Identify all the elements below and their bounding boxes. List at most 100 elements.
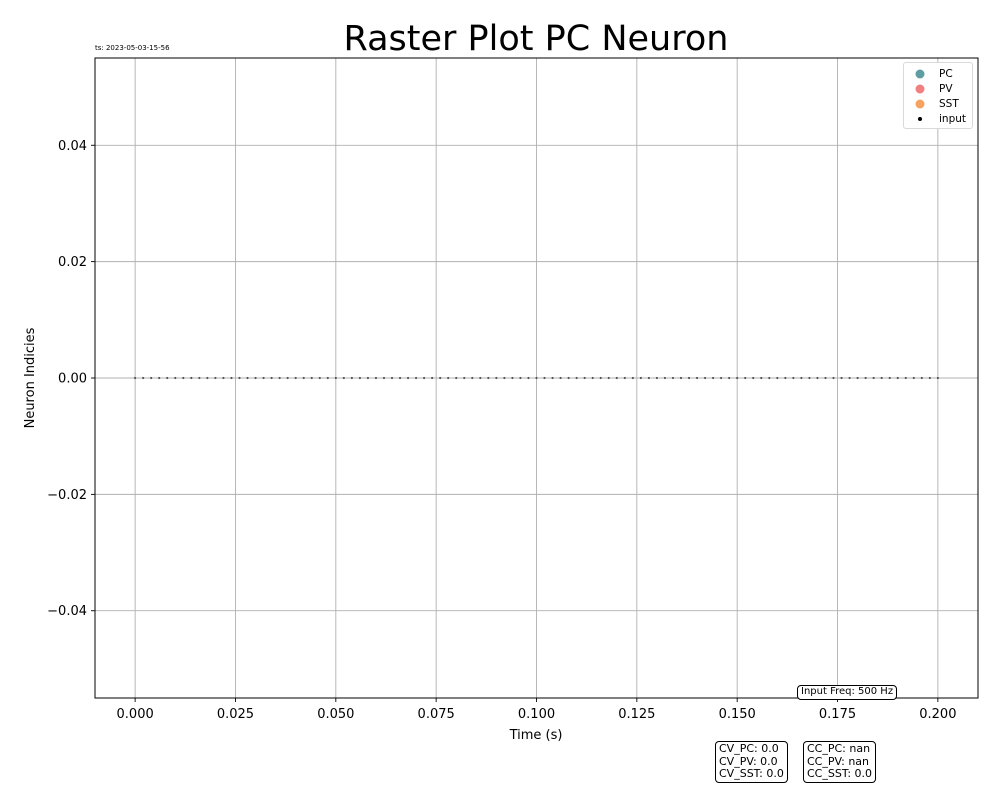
input-spike-point [824,376,827,380]
input-spike-point [527,376,530,380]
cc-stats-box: CC_PC: nan CC_PV: nan CC_SST: 0.0 [803,741,877,783]
y-axis-label: Neuron Indicies [23,327,38,428]
input-spike-point [655,376,659,380]
input-spike-point [912,376,915,380]
input-spike-point [639,376,642,380]
input-spike-point [695,376,699,380]
input-spike-point [904,376,907,380]
input-spike-point [647,376,650,380]
input-spike-point [752,376,755,380]
input-spike-point [760,376,763,380]
input-spike-point [487,376,490,380]
input-spike-point [784,376,787,380]
input-spike-point [503,376,506,380]
input-spike-point [495,376,498,380]
cv-pv-text: CV_PV: 0.0 [719,754,778,768]
input-spike-point [310,376,313,380]
input-spike-point [631,376,634,380]
legend-label: input [939,113,967,125]
input-spike-point [318,376,321,380]
input-spike-point [856,376,859,380]
x-tick-label: 0.000 [117,707,154,722]
input-spike-point [182,376,185,380]
input-spike-point [583,376,586,380]
input-spike-point [920,376,923,380]
y-tick-label: −0.02 [47,488,87,503]
input-spike-point [374,376,378,380]
input-spike-point [398,376,402,380]
input-spike-point [744,376,747,380]
input-spike-point [928,376,931,380]
cv-sst-text: CV_SST: 0.0 [719,767,784,780]
input-spike-point [575,376,578,380]
x-tick-label: 0.100 [518,707,555,722]
x-axis-ticks: 0.000 0.025 0.050 0.075 0.100 0.125 0.150 0.175… [117,698,956,722]
input-spike-point [366,376,370,380]
input-spike-point [671,376,675,380]
legend-item-sst: SST [904,97,972,111]
input-marker-icon [918,117,922,121]
input-spike-point [230,376,233,380]
input-spike-point [663,376,667,380]
input-spike-point [800,376,803,380]
input-spike-point [439,376,442,380]
cc-sst-text: CC_SST: 0.0 [807,767,873,780]
input-spike-point [414,376,418,380]
input-spike-point [511,376,514,380]
pc-marker-icon [915,69,925,79]
input-spike-point [286,376,289,380]
input-freq-text: Input Freq: 500 Hz [801,686,894,697]
y-tick-label: 0.02 [58,255,87,270]
input-spike-point [447,376,450,380]
input-spike-point [728,376,731,380]
x-tick-label: 0.200 [919,707,956,722]
x-tick-label: 0.125 [618,707,655,722]
input-spike-point [703,376,707,380]
input-spike-point [832,376,835,380]
input-spike-point [463,376,466,380]
cv-stats-box: CV_PC: 0.0 CV_PV: 0.0 CV_SST: 0.0 [715,741,788,783]
input-spike-point [342,376,345,380]
input-spike-point [872,376,875,380]
input-spike-point [222,376,225,380]
input-freq-box: Input Freq: 500 Hz [797,685,898,700]
input-spike-point [768,376,771,380]
input-spike-point [687,376,691,380]
input-spike-point [358,376,361,380]
cc-pv-text: CC_PV: nan [807,754,870,768]
input-spike-point [567,376,570,380]
input-spike-point [776,376,779,380]
input-spike-point [712,376,715,380]
x-tick-label: 0.075 [418,707,455,722]
input-spike-point [246,376,249,380]
input-spike-point [238,376,241,380]
legend-label: SST [939,98,959,110]
input-spike-point [816,376,819,380]
input-spike-point [166,376,169,380]
pv-marker-icon [915,84,925,94]
input-spike-point [174,376,177,380]
input-spike-point [270,376,273,380]
input-spike-point [543,376,546,380]
input-spike-point [390,376,394,380]
input-spike-point [206,376,209,380]
input-spike-point [302,376,305,380]
input-spike-point [840,376,843,380]
input-spike-point [423,376,426,380]
input-spike-point [142,376,145,380]
legend-item-pv: PV [904,82,972,96]
input-spike-point [254,376,257,380]
input-spike-point [615,376,618,380]
x-tick-label: 0.150 [719,707,756,722]
timestamp-label: ts: 2023-05-03-15-56 [95,44,170,52]
x-tick-label: 0.025 [217,707,254,722]
cv-pc-text: CV_PC: 0.0 [719,742,779,755]
input-spike-point [190,376,193,380]
input-spike-point [278,376,281,380]
legend-item-pc: PC [904,67,972,81]
legend-label: PC [939,68,953,80]
input-spike-point [535,376,538,380]
input-spike-point [431,376,434,380]
input-spike-point [158,376,161,380]
input-spike-point [792,376,795,380]
